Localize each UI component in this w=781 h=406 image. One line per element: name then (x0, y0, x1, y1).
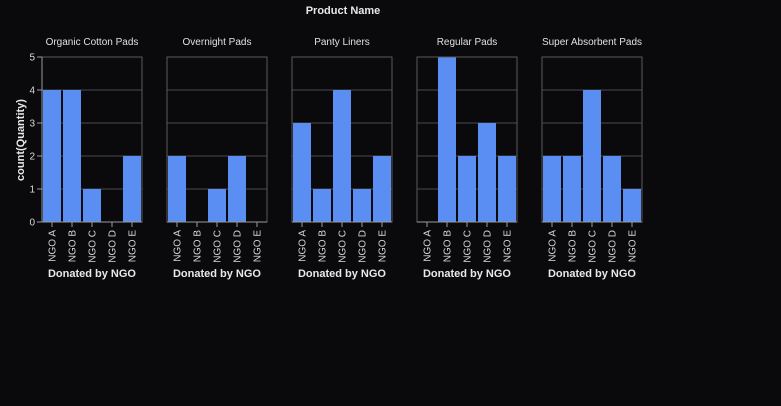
x-tick-label: NGO A (548, 230, 559, 262)
bar[interactable] (563, 156, 581, 222)
facet-title: Organic Cotton Pads (46, 37, 139, 48)
x-axis-title: Donated by NGO (48, 268, 136, 280)
x-axis-title: Donated by NGO (423, 268, 511, 280)
x-tick-label: NGO C (463, 230, 474, 263)
x-axis-title: Donated by NGO (173, 268, 261, 280)
y-axis: 0 1 2 3 4 5 (29, 53, 43, 229)
bar[interactable] (228, 156, 246, 222)
facet-panel: Super Absorbent Pads NGO A NGO B NGO C NGO D… (541, 37, 643, 280)
x-tick-label: NGO D (358, 230, 369, 263)
bar[interactable] (83, 189, 101, 222)
x-tick-label: NGO B (568, 230, 579, 263)
y-tick-label: 0 (29, 218, 35, 229)
x-axis-title: Donated by NGO (298, 268, 386, 280)
bar[interactable] (168, 156, 186, 222)
facet-panel: Organic Cotton Pads NGO A NGO B NGO C NGO D N… (41, 37, 143, 280)
facet-panels: Organic Cotton Pads NGO A NGO B NGO C NGO D N… (29, 37, 643, 280)
x-tick-label: NGO D (233, 230, 244, 263)
facet-title: Overnight Pads (183, 37, 252, 48)
x-tick-label: NGO E (128, 230, 139, 263)
bar[interactable] (543, 156, 561, 222)
x-tick-label: NGO E (628, 230, 639, 263)
x-tick-label: NGO D (608, 230, 619, 263)
facet-title: Regular Pads (437, 37, 498, 48)
y-tick-label: 3 (29, 119, 35, 130)
x-tick-label: NGO B (68, 230, 79, 263)
bar[interactable] (333, 90, 351, 222)
bar[interactable] (313, 189, 331, 222)
x-tick-label: NGO B (193, 230, 204, 263)
bar[interactable] (623, 189, 641, 222)
x-tick-label: NGO D (108, 230, 119, 263)
x-tick-label: NGO A (423, 230, 434, 262)
x-tick-label: NGO C (88, 230, 99, 263)
bar[interactable] (438, 57, 456, 222)
x-tick-label: NGO C (588, 230, 599, 263)
x-tick-label: NGO B (318, 230, 329, 263)
y-tick-label: 1 (29, 185, 35, 196)
x-axis-title: Donated by NGO (548, 268, 636, 280)
bar[interactable] (603, 156, 621, 222)
bar[interactable] (293, 123, 311, 222)
bar[interactable] (373, 156, 391, 222)
y-axis-title: count(Quantity) (15, 99, 27, 181)
x-tick-label: NGO E (503, 230, 514, 263)
facet-panel: Overnight Pads NGO A NGO B NGO C NGO D NGO E D… (166, 37, 268, 280)
bar[interactable] (63, 90, 81, 222)
y-tick-label: 4 (29, 86, 35, 97)
x-tick-label: NGO E (253, 230, 264, 263)
facet-panel: Regular Pads NGO A NGO B NGO C NGO D NGO E Don… (416, 37, 518, 280)
x-tick-label: NGO D (483, 230, 494, 263)
x-tick-label: NGO C (338, 230, 349, 263)
chart-title: Product Name (306, 5, 381, 17)
bar[interactable] (478, 123, 496, 222)
y-tick-label: 5 (29, 53, 35, 64)
x-tick-label: NGO A (298, 230, 309, 262)
bar[interactable] (208, 189, 226, 222)
x-tick-label: NGO E (378, 230, 389, 263)
bar[interactable] (498, 156, 516, 222)
facet-panel: Panty Liners NGO A NGO B NGO C NGO D NGO E Don… (291, 37, 393, 280)
x-tick-label: NGO A (48, 230, 59, 262)
x-tick-label: NGO C (213, 230, 224, 263)
bar[interactable] (583, 90, 601, 222)
y-tick-label: 2 (29, 152, 35, 163)
x-tick-label: NGO A (173, 230, 184, 262)
bar[interactable] (123, 156, 141, 222)
bar[interactable] (458, 156, 476, 222)
x-tick-label: NGO B (443, 230, 454, 263)
bar[interactable] (353, 189, 371, 222)
facet-title: Panty Liners (314, 37, 370, 48)
bar[interactable] (43, 90, 61, 222)
facet-title: Super Absorbent Pads (542, 37, 642, 48)
